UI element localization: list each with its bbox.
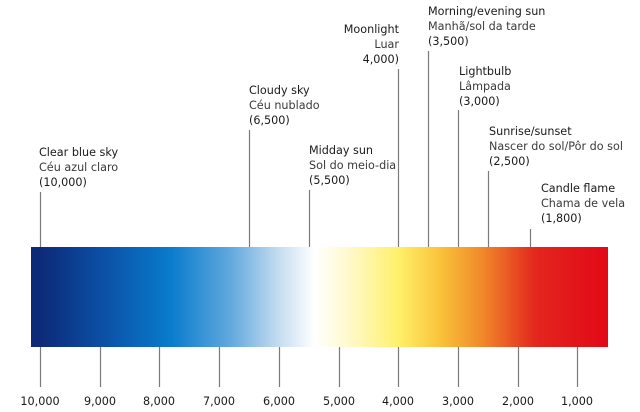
label-sunrise-sunset-kelvin: (2,500): [489, 155, 530, 168]
label-clear-blue-sky: Clear blue sky Céu azul claro (10,000): [39, 145, 118, 190]
label-clear-blue-sky-en: Clear blue sky: [39, 146, 119, 159]
label-cloudy-sky-pt: Céu nublado: [249, 99, 320, 112]
label-cloudy-sky-en: Cloudy sky: [249, 84, 310, 97]
label-midday-sun-pt: Sol do meio-dia: [309, 159, 397, 172]
label-midday-sun-en: Midday sun: [309, 144, 374, 157]
label-sunrise-sunset-en: Sunrise/sunset: [489, 125, 572, 138]
label-clear-blue-sky-kelvin: (10,000): [39, 176, 87, 189]
label-candle-flame-en: Candle flame: [541, 182, 616, 195]
tick-label: 8,000: [142, 395, 176, 408]
tick-label: 1,000: [560, 395, 594, 408]
label-lightbulb: Lightbulb Lâmpada (3,000): [459, 64, 511, 109]
label-moonlight: Moonlight Luar 4,000): [330, 22, 399, 67]
label-morning-evening-sun-en: Morning/evening sun: [428, 5, 546, 18]
label-cloudy-sky: Cloudy sky Céu nublado (6,500): [249, 83, 320, 128]
label-lightbulb-kelvin: (3,000): [459, 95, 500, 108]
tick-label: 3,000: [441, 395, 475, 408]
label-morning-evening-sun-kelvin: (3,500): [428, 35, 469, 48]
label-morning-evening-sun-pt: Manhã/sol da tarde: [428, 20, 536, 33]
label-clear-blue-sky-pt: Céu azul claro: [39, 161, 119, 174]
label-midday-sun: Midday sun Sol do meio-dia (5,500): [309, 143, 396, 188]
label-morning-evening-sun: Morning/evening sun Manhã/sol da tarde (…: [428, 4, 545, 49]
label-cloudy-sky-kelvin: (6,500): [249, 114, 290, 127]
label-sunrise-sunset-pt: Nascer do sol/Pôr do sol: [489, 140, 623, 153]
label-midday-sun-kelvin: (5,500): [309, 174, 350, 187]
label-sunrise-sunset: Sunrise/sunset Nascer do sol/Pôr do sol …: [489, 124, 623, 169]
tick-label: 10,000: [20, 395, 60, 408]
label-candle-flame-pt: Chama de vela: [541, 197, 626, 210]
spectrum-bar: [31, 247, 608, 347]
tick-label: 6,000: [262, 395, 296, 408]
leader-lines: [39, 51, 532, 247]
label-moonlight-en: Moonlight: [343, 23, 399, 36]
tick-label: 5,000: [322, 395, 356, 408]
label-candle-flame: Candle flame Chama de vela (1,800): [541, 181, 625, 226]
label-lightbulb-en: Lightbulb: [459, 65, 512, 78]
tick-label: 9,000: [83, 395, 117, 408]
label-lightbulb-pt: Lâmpada: [459, 80, 511, 93]
label-moonlight-kelvin: 4,000): [362, 53, 399, 66]
label-candle-flame-kelvin: (1,800): [541, 212, 582, 225]
tick-label: 4,000: [381, 395, 415, 408]
tick-label: 7,000: [202, 395, 236, 408]
label-moonlight-pt: Luar: [374, 38, 399, 51]
tick-label: 2,000: [501, 395, 535, 408]
axis-ticks: [39, 347, 579, 387]
